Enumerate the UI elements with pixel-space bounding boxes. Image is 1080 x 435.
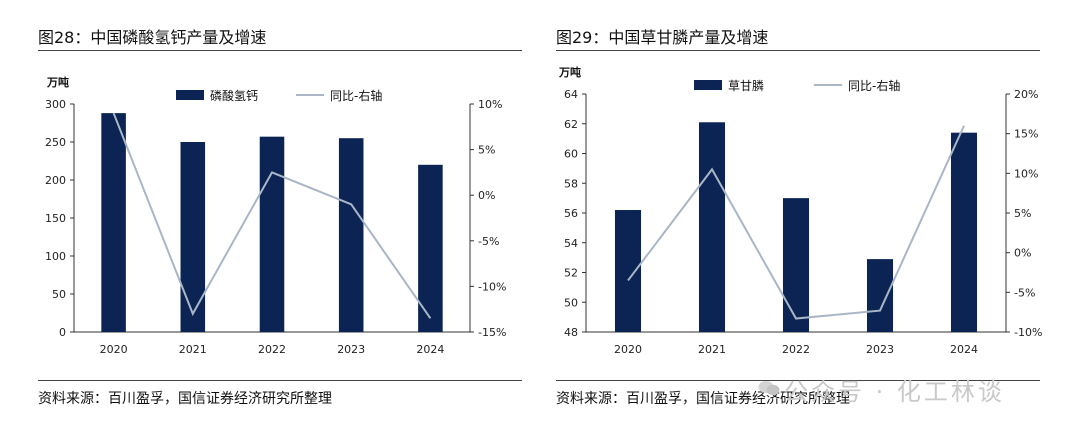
source-divider <box>556 380 1040 381</box>
y2-tick-label: 0% <box>1014 247 1031 260</box>
title-divider <box>556 50 1040 51</box>
y2-tick-label: 15% <box>1014 128 1038 141</box>
x-tick-label: 2020 <box>100 343 128 356</box>
y2-tick-label: 10% <box>1014 167 1038 180</box>
y-tick-label: 250 <box>45 136 66 149</box>
bar-2020 <box>101 113 126 332</box>
y-tick-label: 58 <box>564 177 578 190</box>
legend-bar-label: 草甘膦 <box>728 78 764 93</box>
chart-panel-phosphate: 图28：中国磷酸氢钙产量及增速 0 50 100 150 200 250 300 -15% -1… <box>38 0 522 435</box>
chart-panel-glyphosate: 图29：中国草甘膦产量及增速 48 50 52 54 56 58 60 62 64 -10% -5%… <box>556 0 1042 435</box>
y-tick-label: 48 <box>564 326 578 339</box>
legend-line-label: 同比-右轴 <box>848 78 900 93</box>
bar-2021 <box>180 142 206 332</box>
legend-bar-label: 磷酸氢钙 <box>210 88 258 103</box>
y2-tick-label: 5% <box>478 144 495 157</box>
y-tick-label: 200 <box>45 174 66 187</box>
chart-title: 图29：中国草甘膦产量及增速 <box>556 28 769 47</box>
y-tick-label: 100 <box>45 250 66 263</box>
y-tick-label: 50 <box>52 288 66 301</box>
legend-bar-swatch <box>176 90 204 100</box>
y-tick-label: 64 <box>564 88 578 101</box>
y-tick-label: 54 <box>564 237 578 250</box>
bar-2023 <box>338 138 364 332</box>
bar-2022 <box>259 136 285 332</box>
y2-tick-label: -10% <box>1014 326 1042 339</box>
y2-tick-label: -5% <box>1014 286 1035 299</box>
x-tick-label: 2021 <box>698 343 726 356</box>
bar-2021 <box>698 122 726 332</box>
x-tick-label: 2021 <box>179 343 207 356</box>
y2-tick-label: 5% <box>1014 207 1031 220</box>
y-tick-label: 62 <box>564 118 578 131</box>
y-tick-label: 60 <box>564 148 578 161</box>
x-tick-label: 2024 <box>950 343 978 356</box>
y2-tick-label: 20% <box>1014 88 1038 101</box>
chart-phosphate: 0 50 100 150 200 250 300 -15% -10% -5% 0% 5% 10% 万吨 20… <box>45 75 506 356</box>
x-tick-label: 2022 <box>258 343 286 356</box>
bar-2022 <box>782 198 810 332</box>
y-axis-unit: 万吨 <box>46 75 69 89</box>
y2-tick-label: -15% <box>478 326 506 339</box>
x-tick-label: 2023 <box>337 343 365 356</box>
chart-source: 资料来源：百川盈孚，国信证券经济研究所整理 <box>38 391 332 407</box>
title-divider <box>38 50 522 51</box>
x-tick-label: 2020 <box>614 343 642 356</box>
y-tick-label: 150 <box>45 212 66 225</box>
y2-tick-label: 0% <box>478 189 495 202</box>
bar-2020 <box>614 210 642 332</box>
x-tick-label: 2023 <box>866 343 894 356</box>
legend-line-label: 同比-右轴 <box>330 88 382 103</box>
chart-source: 资料来源：百川盈孚，国信证券经济研究所整理 <box>556 391 850 407</box>
y-tick-label: 56 <box>564 207 578 220</box>
y-tick-label: 0 <box>59 326 66 339</box>
watermark: 公众号 · 化工林谈 <box>784 378 1005 406</box>
bar-2024 <box>418 164 443 332</box>
wechat-icon <box>758 381 780 396</box>
y-axis-unit: 万吨 <box>558 65 581 79</box>
y-tick-label: 52 <box>564 267 578 280</box>
y-tick-label: 300 <box>45 98 66 111</box>
source-divider <box>38 380 522 381</box>
x-tick-label: 2022 <box>782 343 810 356</box>
y-tick-label: 50 <box>564 296 578 309</box>
chart-title: 图28：中国磷酸氢钙产量及增速 <box>38 28 267 47</box>
bar-2024 <box>950 132 978 332</box>
x-tick-label: 2024 <box>416 343 444 356</box>
y2-tick-label: 10% <box>478 98 502 111</box>
bar-2023 <box>866 259 894 332</box>
legend-bar-swatch <box>694 80 722 90</box>
y2-tick-label: -5% <box>478 235 499 248</box>
chart-glyphosate: 48 50 52 54 56 58 60 62 64 -10% -5% 0% 5% 10% 15% 20% 万吨… <box>558 65 1042 356</box>
y2-tick-label: -10% <box>478 280 506 293</box>
